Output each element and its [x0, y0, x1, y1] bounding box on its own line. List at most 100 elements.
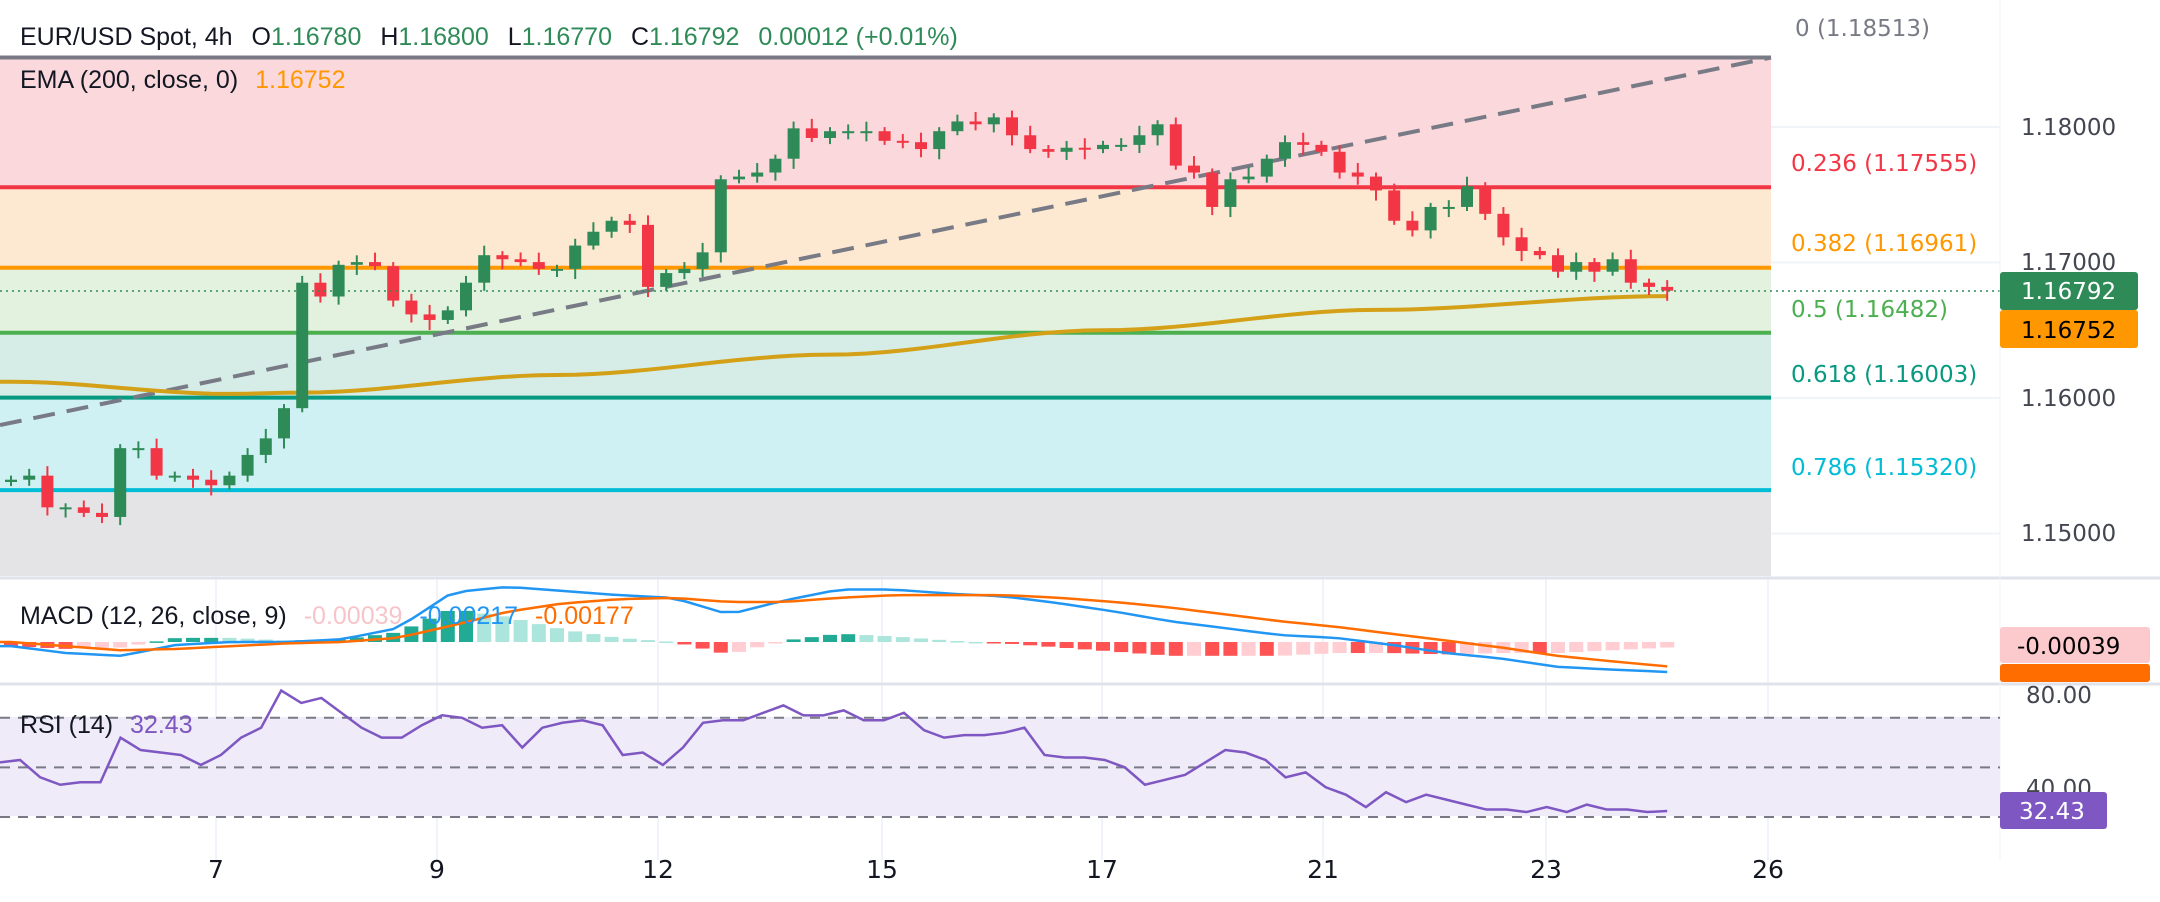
fib-label-0236: 0.236 (1.17555)	[1791, 151, 1977, 177]
macd-hist-bar	[1623, 642, 1638, 650]
macd-hist-bar	[823, 634, 837, 642]
rsi-axis[interactable]: 80.00 40.00 32.43	[2000, 683, 2107, 829]
candle	[496, 251, 509, 270]
last-price-label: 1.16792	[2021, 279, 2116, 305]
candle-body	[842, 131, 855, 134]
ema-price-box	[2000, 310, 2138, 348]
macd-hist-bar	[1605, 642, 1620, 651]
candle	[1042, 145, 1055, 158]
candle-body	[1260, 158, 1273, 177]
fib-label-0786: 0.786 (1.15320)	[1791, 455, 1977, 481]
candle	[969, 111, 982, 131]
candle-body	[1333, 151, 1346, 173]
candle-body	[915, 142, 927, 150]
rsi-value-box	[2000, 792, 2107, 829]
candle	[187, 468, 199, 488]
candle-body	[1169, 124, 1182, 166]
macd-legend[interactable]: MACD (12, 26, close, 9) -0.00039 -0.0021…	[20, 602, 634, 630]
price-tick: 1.18000	[2021, 115, 2116, 141]
candle-body	[1643, 282, 1655, 287]
candle	[1224, 172, 1237, 218]
price-axis[interactable]: 1.18000 1.17000 1.16000 1.15000 1.16792 …	[2000, 115, 2138, 547]
candle-body	[1497, 213, 1510, 238]
macd-line	[0, 586, 1668, 674]
candle	[532, 252, 545, 275]
rsi-line	[0, 688, 1668, 814]
fib-label-05: 0.5 (1.16482)	[1791, 297, 1948, 323]
candle-body	[1570, 262, 1583, 272]
candle	[1169, 117, 1182, 170]
candle-body	[1461, 186, 1473, 207]
macd-axis[interactable]: -0.00039	[2000, 627, 2150, 682]
candle-body	[551, 268, 563, 271]
macd-signal-box	[2000, 664, 2150, 682]
candle	[405, 293, 418, 323]
candle-body	[769, 158, 782, 173]
macd-hist-bar	[1150, 642, 1165, 655]
candle-body	[205, 479, 218, 486]
candle	[478, 245, 491, 291]
symbol-title[interactable]: EUR/USD Spot, 4h	[20, 23, 233, 51]
candle	[278, 404, 290, 449]
candle-body	[733, 176, 745, 180]
candle	[1643, 278, 1655, 296]
candle	[1406, 211, 1419, 237]
ema-line	[0, 294, 1668, 396]
candle-body	[605, 220, 618, 232]
candle-body	[496, 255, 509, 260]
candle	[5, 475, 17, 487]
macd-hist-bar	[1369, 642, 1383, 654]
candle-body	[1224, 179, 1237, 207]
rsi-legend[interactable]: RSI (14) 32.43	[20, 711, 193, 739]
macd-hist-bar	[1551, 642, 1565, 653]
ema-legend[interactable]: EMA (200, close, 0) 1.16752	[20, 66, 345, 94]
time-axis[interactable]: 7 9 12 15 17 21 23 26	[208, 855, 1784, 884]
macd-hist-bar	[950, 641, 965, 643]
candle	[1242, 167, 1255, 184]
candle-body	[1006, 117, 1018, 136]
candle-body	[59, 507, 72, 510]
fib-zone	[0, 267, 1771, 333]
candle	[951, 114, 964, 136]
macd-hist-bar	[4, 642, 18, 647]
macd-hist-bar	[895, 637, 910, 642]
macd-hist-bar	[1005, 642, 1019, 644]
candle	[1333, 145, 1346, 179]
macd-hist-bar	[1587, 642, 1602, 652]
candle	[1497, 207, 1510, 246]
macd-hist-bar	[1241, 642, 1256, 656]
candle-body	[296, 282, 309, 409]
fib-zone	[0, 187, 1771, 268]
candle	[168, 471, 181, 482]
price-tick: 1.17000	[2021, 250, 2116, 276]
candle-body	[969, 121, 982, 125]
candle-body	[878, 131, 891, 141]
candle-body	[114, 448, 127, 517]
trend-line[interactable]	[0, 55, 1772, 428]
macd-hist-bar	[1569, 642, 1584, 653]
candle-body	[987, 117, 1000, 125]
macd-hist-bar	[240, 638, 255, 642]
candle-body	[241, 454, 254, 476]
candle-body	[1297, 142, 1310, 145]
candle-body	[623, 220, 636, 225]
candle-body	[77, 507, 90, 513]
macd-hist-bar	[713, 642, 728, 653]
candle-body	[1442, 206, 1455, 209]
candle-body	[350, 262, 363, 265]
macd-hist-bar	[914, 638, 928, 642]
candle	[915, 132, 927, 158]
candle	[296, 275, 309, 413]
candle-body	[1424, 206, 1437, 231]
last-price-box	[2000, 272, 2138, 310]
rsi-levels	[0, 716, 2000, 818]
macd-hist-bar	[677, 642, 692, 645]
macd-hist-bar	[1041, 642, 1056, 647]
candle-body	[696, 252, 709, 269]
macd-hist-bar	[1278, 642, 1292, 656]
candle-body	[478, 255, 491, 283]
candle	[1370, 172, 1382, 201]
candle	[1024, 125, 1037, 154]
macd-hist-bar	[1077, 642, 1092, 650]
